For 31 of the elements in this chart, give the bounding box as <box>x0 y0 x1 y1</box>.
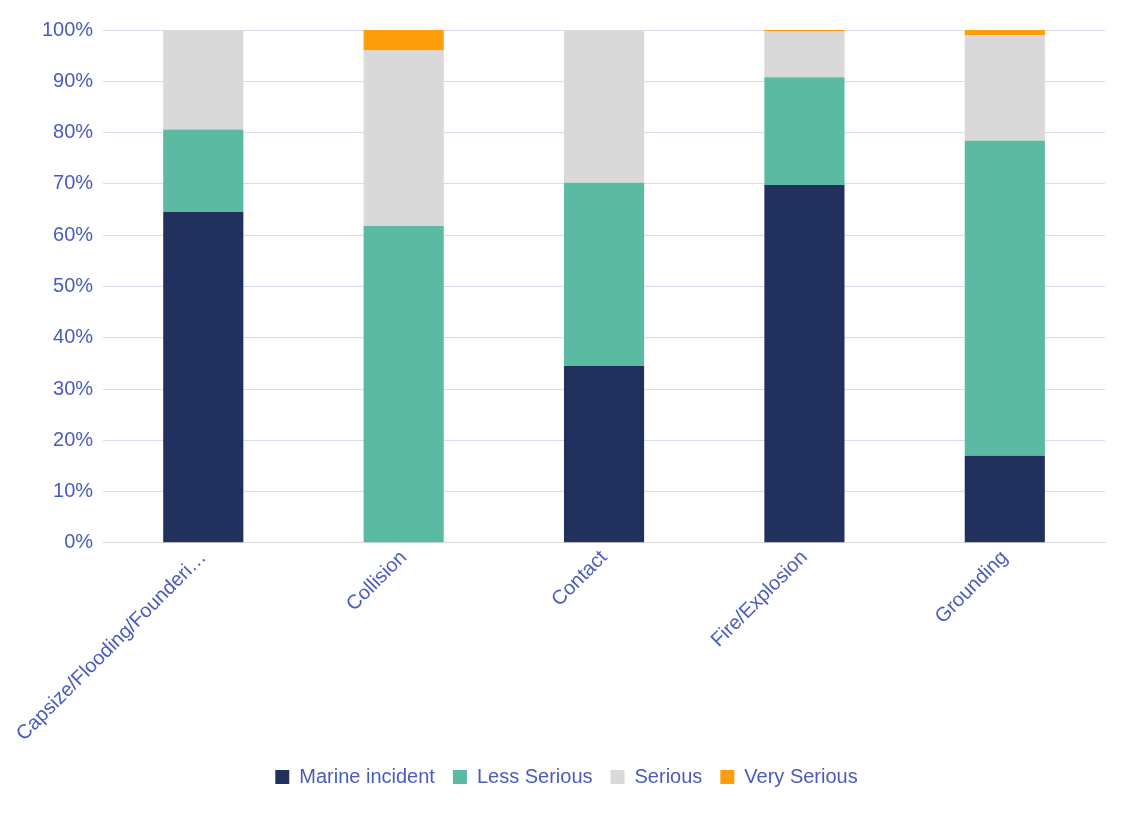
y-tick-label: 40% <box>53 325 94 348</box>
bar <box>764 77 845 185</box>
legend-label: Less Serious <box>476 764 593 787</box>
legend-label: Marine incident <box>299 764 436 787</box>
bar <box>363 50 444 226</box>
bar <box>964 35 1045 141</box>
bar <box>964 455 1045 543</box>
y-tick-label: 90% <box>53 68 94 91</box>
bar <box>563 365 645 543</box>
bar <box>764 31 845 78</box>
bar <box>563 30 645 183</box>
bar <box>163 129 244 213</box>
y-tick-label: 10% <box>53 479 94 502</box>
y-tick-label: 70% <box>53 171 94 194</box>
bar <box>964 140 1045 456</box>
legend-label: Serious <box>634 764 703 787</box>
legend-label: Very Serious <box>744 764 858 787</box>
bar <box>363 225 444 543</box>
bar <box>964 30 1045 36</box>
bar <box>563 182 645 366</box>
y-tick-label: 60% <box>53 222 94 245</box>
bar <box>764 184 845 543</box>
bar <box>363 30 444 51</box>
y-tick-label: 0% <box>64 530 94 553</box>
y-tick-label: 20% <box>53 427 94 450</box>
y-tick-label: 100% <box>41 17 94 40</box>
y-tick-label: 50% <box>53 273 94 296</box>
bar <box>163 30 244 130</box>
y-tick-label: 80% <box>53 120 94 143</box>
bar <box>163 212 244 543</box>
y-tick-label: 30% <box>53 376 94 399</box>
